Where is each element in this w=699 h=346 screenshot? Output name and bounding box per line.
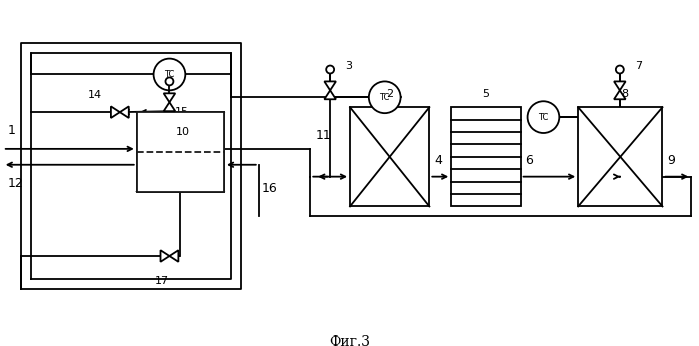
Text: Фиг.3: Фиг.3 — [329, 335, 370, 346]
Text: 16: 16 — [261, 182, 278, 194]
Bar — [350, 107, 429, 207]
Text: 12: 12 — [8, 177, 24, 190]
Text: 7: 7 — [635, 61, 642, 71]
Text: 1: 1 — [8, 124, 15, 137]
Circle shape — [528, 101, 559, 133]
Circle shape — [616, 65, 624, 73]
Text: 6: 6 — [526, 154, 533, 167]
Polygon shape — [164, 93, 175, 102]
Text: TC: TC — [538, 113, 549, 122]
Circle shape — [154, 58, 185, 90]
Text: 5: 5 — [482, 89, 489, 99]
Text: 11: 11 — [315, 129, 331, 142]
Text: 10: 10 — [176, 127, 190, 137]
Polygon shape — [324, 81, 336, 90]
Text: 15: 15 — [175, 107, 189, 117]
Polygon shape — [161, 250, 169, 262]
Polygon shape — [324, 90, 336, 99]
Circle shape — [369, 81, 401, 113]
Text: 8: 8 — [621, 89, 628, 99]
Polygon shape — [614, 81, 626, 90]
Text: 4: 4 — [434, 154, 442, 167]
Text: 14: 14 — [88, 90, 102, 100]
Text: 3: 3 — [345, 61, 352, 71]
Bar — [451, 107, 521, 207]
Circle shape — [166, 78, 173, 85]
Text: TC: TC — [380, 93, 390, 102]
Bar — [578, 107, 663, 207]
Bar — [137, 112, 224, 192]
Bar — [137, 112, 224, 192]
Circle shape — [326, 65, 334, 73]
Polygon shape — [164, 102, 175, 111]
Polygon shape — [111, 106, 120, 118]
Text: 9: 9 — [668, 154, 675, 167]
Text: TC: TC — [164, 70, 175, 79]
Text: 2: 2 — [386, 89, 394, 99]
Text: 17: 17 — [154, 276, 168, 286]
Polygon shape — [614, 90, 626, 99]
Polygon shape — [169, 250, 178, 262]
Polygon shape — [120, 106, 129, 118]
